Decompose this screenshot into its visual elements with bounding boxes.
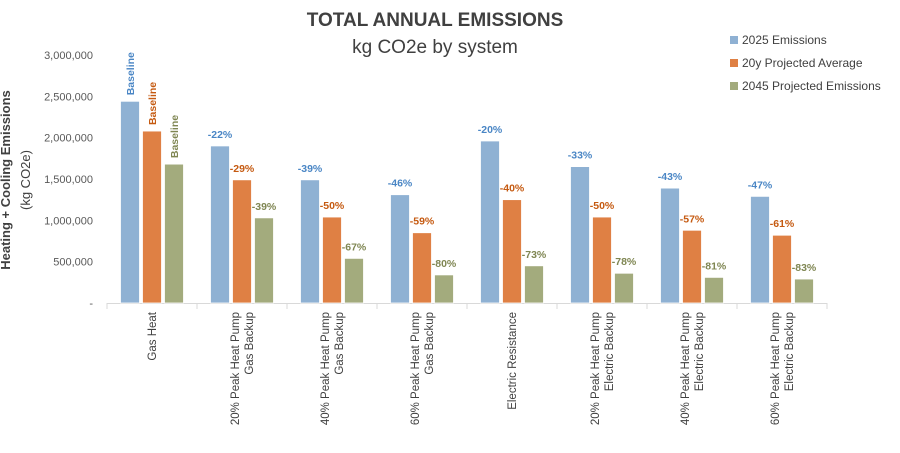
category-label: Electric Backup (694, 312, 706, 391)
bar (434, 274, 454, 304)
data-label: -50% (320, 200, 345, 212)
category-label: Gas Backup (424, 312, 436, 375)
data-label: -78% (612, 256, 637, 268)
legend-swatch (730, 36, 738, 44)
data-label: -50% (590, 200, 615, 212)
legend-entry: 2045 Projected Emissions (742, 79, 881, 93)
data-label: -57% (680, 213, 705, 225)
bar (794, 278, 814, 304)
legend-entry: 2025 Emissions (742, 33, 827, 47)
chart-title: TOTAL ANNUAL EMISSIONS (307, 10, 564, 31)
data-label: -80% (432, 258, 457, 270)
bar (164, 163, 184, 304)
data-label: -29% (230, 163, 255, 175)
data-label: -20% (478, 124, 503, 136)
data-label: -67% (342, 241, 367, 253)
data-label: -43% (658, 171, 683, 183)
y-axis-title: Heating + Cooling Emissions (0, 90, 13, 270)
bar (390, 194, 410, 304)
legend-swatch (730, 82, 738, 90)
bar (300, 179, 320, 304)
chart-subtitle: kg CO2e by system (352, 37, 518, 58)
bar (750, 195, 770, 304)
bar (210, 145, 230, 304)
bar (524, 265, 544, 304)
legend-entry: 20y Projected Average (742, 56, 863, 70)
y-tick-label: 500,000 (53, 257, 93, 269)
bar (772, 234, 792, 304)
data-label: -83% (792, 262, 817, 274)
category-label: 40% Peak Heat Pump (680, 312, 692, 425)
data-label: -46% (388, 178, 413, 190)
bar (592, 216, 612, 304)
bar (142, 130, 162, 304)
bar (322, 216, 342, 304)
data-label: Baseline (169, 115, 181, 158)
y-tick-label: 2,000,000 (44, 133, 93, 145)
data-label: -33% (568, 150, 593, 162)
y-tick-label: 1,000,000 (44, 215, 93, 227)
data-label: Baseline (147, 82, 159, 125)
category-label: Electric Backup (784, 312, 796, 391)
bar (232, 179, 252, 304)
bar (344, 257, 364, 304)
bar (502, 199, 522, 304)
bar (412, 232, 432, 304)
data-label: Baseline (125, 52, 137, 95)
bar (120, 100, 140, 304)
bar (704, 276, 724, 304)
legend-swatch (730, 59, 738, 67)
bar (614, 272, 634, 304)
bar (480, 140, 500, 304)
data-label: -59% (410, 216, 435, 228)
y-axis-unit: (kg CO2e) (18, 150, 33, 210)
data-label: -81% (702, 260, 727, 272)
category-label: Gas Backup (334, 312, 346, 375)
data-label: -39% (298, 163, 323, 175)
data-label: -73% (522, 249, 547, 261)
data-label: -40% (500, 183, 525, 195)
bar (660, 187, 680, 304)
bar (682, 229, 702, 304)
y-tick-label: - (89, 298, 93, 310)
y-tick-label: 2,500,000 (44, 91, 93, 103)
category-label: 20% Peak Heat Pump (590, 312, 602, 425)
data-label: -47% (748, 179, 773, 191)
category-label: 60% Peak Heat Pump (770, 312, 782, 425)
category-label: 60% Peak Heat Pump (410, 312, 422, 425)
category-label: 40% Peak Heat Pump (320, 312, 332, 425)
bar (254, 217, 274, 304)
data-label: -39% (252, 201, 277, 213)
y-tick-label: 1,500,000 (44, 174, 93, 186)
y-tick-label: 3,000,000 (44, 50, 93, 62)
category-label: Gas Backup (244, 312, 256, 375)
bar (570, 166, 590, 304)
category-label: Gas Heat (147, 311, 159, 360)
category-label: Electric Resistance (507, 312, 519, 410)
data-label: -61% (770, 218, 795, 230)
category-label: 20% Peak Heat Pump (230, 312, 242, 425)
data-label: -22% (208, 129, 233, 141)
category-label: Electric Backup (604, 312, 616, 391)
